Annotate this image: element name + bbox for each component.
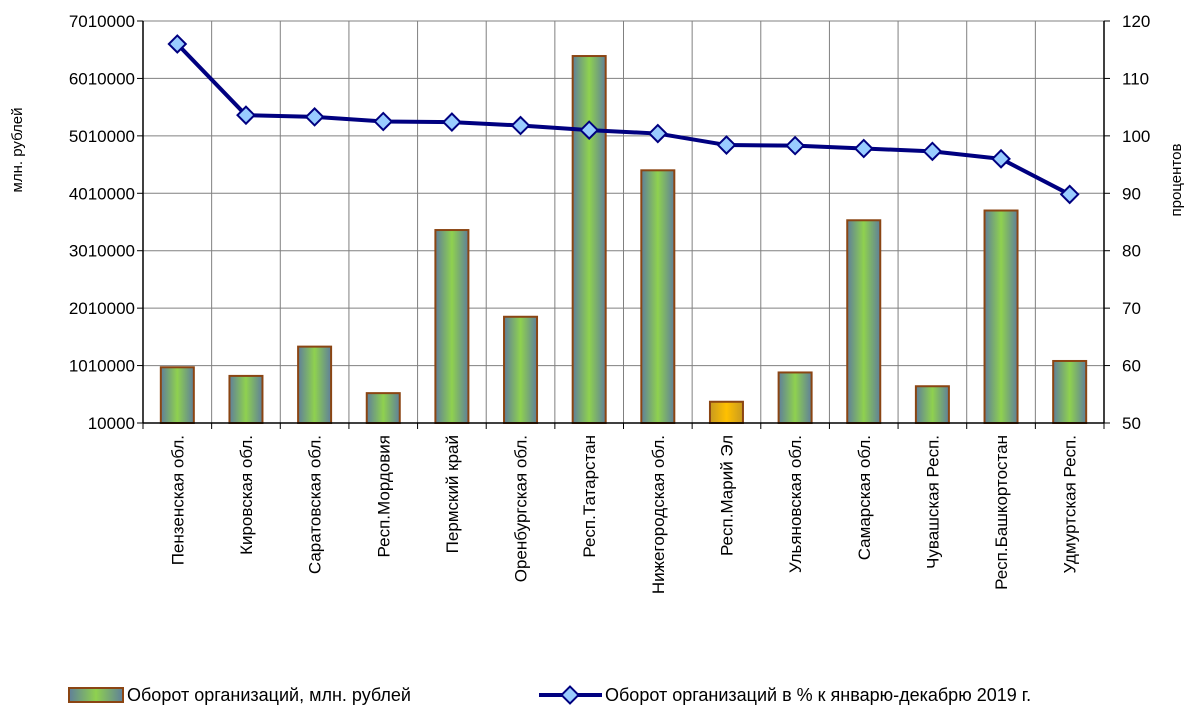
bar [640,169,676,424]
line-point [373,111,394,132]
line-point [785,135,806,156]
x-tick-label: Респ.Башкортостан [992,435,1011,590]
x-tick-label: Кировская обл. [237,435,256,555]
line-point [304,107,325,127]
line-point [579,120,600,141]
legend-line-label: Оборот организаций в % к январю-декабрю … [605,685,1031,705]
x-tick-label: Респ.Марий Эл [717,435,736,556]
y-tick-label: 5010000 [69,127,135,146]
grid [142,20,1105,424]
x-tick-label: Оренбургская обл. [512,435,531,582]
bar [983,209,1019,424]
line-point [922,141,943,162]
bar [1052,359,1088,424]
x-tick-label: Пермский край [443,435,462,553]
y2-tick-label: 60 [1122,357,1141,376]
bar [159,366,195,424]
x-tick-label: Ульяновская обл. [786,435,805,573]
line-point [647,123,668,144]
y-tick-label: 7010000 [69,12,135,31]
x-tick-label: Респ.Татарстан [580,435,599,558]
x-tick-label: Пензенская обл. [168,435,187,565]
line-series [167,34,1080,205]
x-tick-label: Саратовская обл. [306,435,325,574]
bar [365,392,401,425]
line-point [236,105,256,126]
y2-tick-label: 100 [1122,127,1150,146]
line-point [167,34,188,54]
x-tick-label: Чувашская Респ. [923,435,942,569]
y2-tick-label: 110 [1122,69,1149,88]
y2-tick-label: 90 [1122,184,1141,203]
x-tick-label: Самарская обл. [855,435,874,560]
bar [434,229,470,424]
line-point [853,138,874,159]
y-tick-label: 3010000 [69,242,135,261]
bar [708,400,744,425]
bar [571,55,607,424]
y-tick-label: 10000 [88,414,135,433]
line-point [1059,184,1080,205]
bar-series [159,55,1088,425]
bar [297,345,333,424]
line-point [991,148,1011,169]
y-tick-label: 1010000 [69,357,135,376]
y-tick-label: 2010000 [69,299,135,318]
y-tick-label: 4010000 [69,184,135,203]
legend: Оборот организаций, млн. рублей Оборот о… [68,685,1031,705]
y2-axis-title: процентов [1168,144,1185,217]
y-axis-title: млн. рублей [9,108,26,193]
legend-line-marker [560,685,580,705]
bar [228,374,264,424]
bar [777,371,813,425]
y2-tick-label: 120 [1122,12,1150,31]
legend-bar-label: Оборот организаций, млн. рублей [127,685,411,705]
y2-tick-label: 80 [1122,242,1141,261]
line-point [716,135,737,155]
line-point [510,115,531,136]
line-path [175,42,1071,197]
x-tick-label: Нижегородская обл. [649,435,668,594]
bar [846,219,882,424]
legend-bar-swatch [68,687,124,703]
y2-tick-label: 50 [1122,414,1141,433]
x-tick-label: Удмуртская Респ. [1061,435,1080,573]
y-tick-label: 6010000 [69,69,135,88]
bar [914,385,950,425]
bar [503,315,539,424]
y2-tick-label: 70 [1122,299,1141,318]
line-point [441,112,462,132]
x-tick-label: Респ.Мордовия [374,435,393,557]
